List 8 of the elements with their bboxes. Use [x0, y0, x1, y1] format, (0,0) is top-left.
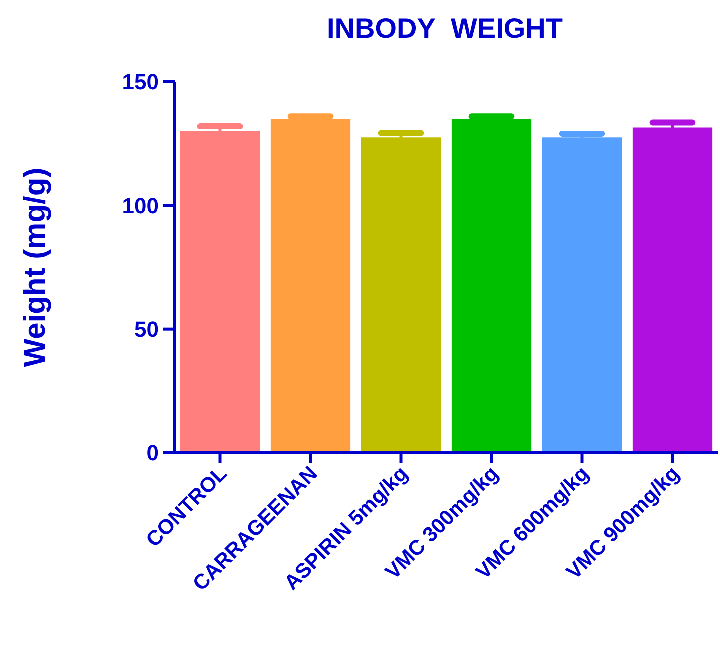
y-tick-label: 0: [146, 440, 159, 466]
y-tick-label: 150: [122, 70, 159, 95]
y-tick-label: 100: [122, 193, 159, 218]
chart-title: INBODY WEIGHT: [327, 13, 563, 44]
bar: [632, 128, 713, 453]
bar: [180, 131, 260, 453]
y-tick-label: 50: [134, 317, 159, 342]
y-axis-title: Weight (mg/g): [19, 168, 52, 368]
